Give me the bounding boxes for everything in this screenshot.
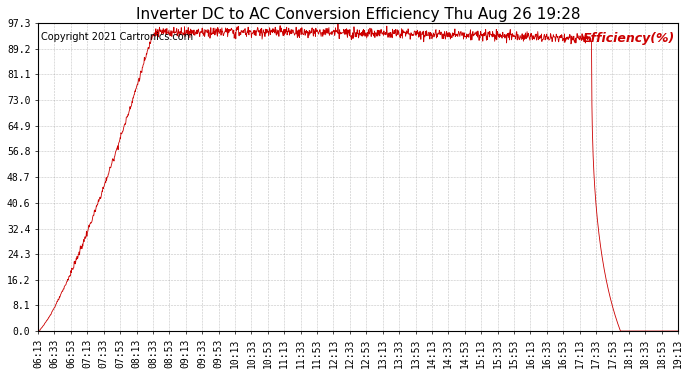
Text: Efficiency(%): Efficiency(%) <box>582 32 675 45</box>
Text: Copyright 2021 Cartronics.com: Copyright 2021 Cartronics.com <box>41 32 193 42</box>
Title: Inverter DC to AC Conversion Efficiency Thu Aug 26 19:28: Inverter DC to AC Conversion Efficiency … <box>136 7 580 22</box>
